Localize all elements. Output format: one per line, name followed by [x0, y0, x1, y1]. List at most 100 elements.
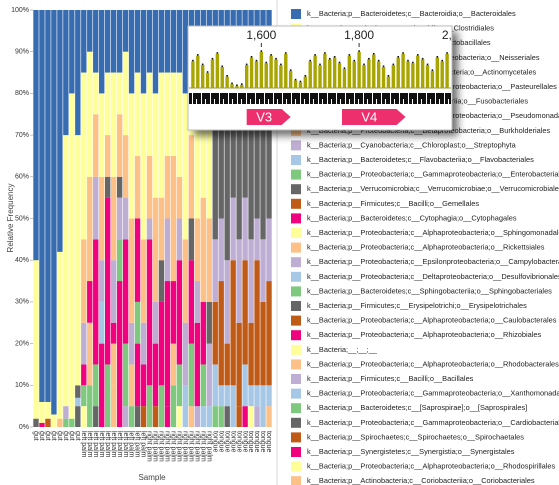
coverage-tip — [402, 52, 404, 54]
bar-segment — [176, 406, 183, 427]
coverage-tip — [382, 65, 385, 68]
bar-segment — [122, 406, 129, 427]
bar-segment — [236, 322, 242, 407]
coverage-tip — [363, 63, 365, 66]
bar-segment — [260, 301, 266, 386]
coverage-bar — [323, 53, 327, 88]
legend-label: k__Bacteria;p__Bacteroidetes;c__[Saprosp… — [307, 403, 527, 412]
coverage-bar — [284, 53, 288, 88]
inset: 1,600 1,800 2,000 V3 V4 — [187, 25, 458, 136]
bar-segment — [110, 343, 117, 386]
coverage-tip — [338, 61, 341, 64]
bar-segment — [39, 401, 45, 423]
bar-segment — [242, 93, 248, 198]
bar-segment — [218, 406, 224, 427]
bar-segment — [69, 418, 75, 427]
legend-swatch — [291, 432, 301, 443]
bar-segment — [81, 406, 87, 427]
legend-swatch — [291, 417, 301, 428]
x-tick-label: gut — [32, 431, 39, 441]
bar-segment — [110, 322, 117, 344]
coverage-tip — [231, 82, 233, 85]
bar-segment — [254, 218, 260, 261]
bar-segment — [81, 322, 87, 365]
bar-segment — [224, 260, 230, 344]
bar-segment — [212, 301, 218, 365]
bar-segment — [134, 343, 141, 407]
bar-segment — [128, 406, 135, 427]
coverage-tip — [275, 57, 277, 60]
bar-segment — [128, 93, 135, 219]
coverage-tip — [294, 78, 297, 81]
y-tick-label: 10% — [15, 382, 29, 389]
coverage-tip — [240, 83, 243, 85]
bar-segment — [242, 364, 248, 407]
bar-segment — [212, 406, 218, 427]
bar-segment — [105, 197, 111, 365]
bar-segment — [176, 364, 183, 407]
coverage-bar — [411, 63, 415, 88]
bar-segment — [164, 10, 171, 73]
coverage-bar — [440, 61, 444, 88]
x-tick-label: gut — [50, 431, 57, 441]
x-tick-label: right palm — [187, 431, 194, 462]
bar-segment — [248, 239, 254, 323]
bar-segment — [212, 364, 218, 407]
bar-segment — [164, 281, 171, 407]
legend-label: k__Bacteria;p__Proteobacteria;c__Gammapr… — [307, 170, 559, 179]
bar-segment — [33, 260, 39, 419]
coverage-tip — [255, 59, 258, 62]
bar-segment — [134, 155, 141, 219]
bar-segment — [134, 10, 141, 73]
bar-segment — [152, 10, 159, 94]
region-label: V3 — [256, 109, 272, 124]
legend-label: k__Bacteria;p__Proteobacteria;c__Alphapr… — [307, 462, 555, 471]
coverage-tip — [221, 65, 224, 68]
bar-segment — [242, 197, 248, 261]
legend-swatch — [291, 242, 301, 253]
x-axis-title: Sample — [138, 473, 166, 482]
legend-swatch — [291, 403, 301, 414]
coverage-tip — [353, 59, 356, 62]
bar-segment — [110, 10, 117, 73]
bar-segment — [176, 218, 183, 261]
bar-segment — [206, 93, 212, 219]
bar-segment — [105, 135, 111, 177]
legend-swatch — [291, 213, 301, 224]
bar-segment — [224, 114, 230, 261]
x-tick-label: left palm — [86, 431, 93, 458]
coverage-bar — [332, 57, 337, 88]
x-tick-label: tongue — [217, 431, 224, 453]
bar-segment — [206, 218, 212, 302]
coverage-tip — [397, 56, 400, 58]
bar-segment — [63, 10, 69, 136]
bar-segment — [140, 364, 147, 407]
bar-segment — [188, 343, 195, 407]
bar-segment — [182, 10, 189, 94]
legend-swatch — [291, 447, 301, 457]
bar-segment — [146, 10, 153, 73]
legend-swatch — [291, 301, 301, 311]
y-tick-label: 90% — [15, 49, 29, 56]
y-tick-label: 80% — [15, 90, 29, 97]
coverage-bar — [381, 67, 386, 88]
bar-segment — [140, 239, 147, 323]
coverage-tip — [324, 52, 326, 54]
bar-segment — [33, 418, 39, 427]
inset-tick-label: 1,800 — [344, 28, 374, 42]
bar-segment — [194, 218, 200, 282]
bar-segment — [224, 406, 230, 427]
coverage-bar — [200, 65, 205, 88]
bar-segment — [230, 197, 236, 261]
bar-segment — [87, 10, 93, 52]
coverage-tip — [387, 75, 390, 77]
bar-segment — [134, 301, 141, 344]
bar-segment — [170, 385, 177, 427]
x-tick-label: tongue — [235, 431, 242, 453]
x-tick-label: left palm — [98, 431, 105, 458]
coverage-tip — [309, 59, 312, 62]
y-tick-label: 70% — [15, 132, 29, 139]
bar-segment — [158, 385, 165, 427]
bar-segment — [152, 93, 159, 198]
bar-segment — [110, 385, 117, 427]
